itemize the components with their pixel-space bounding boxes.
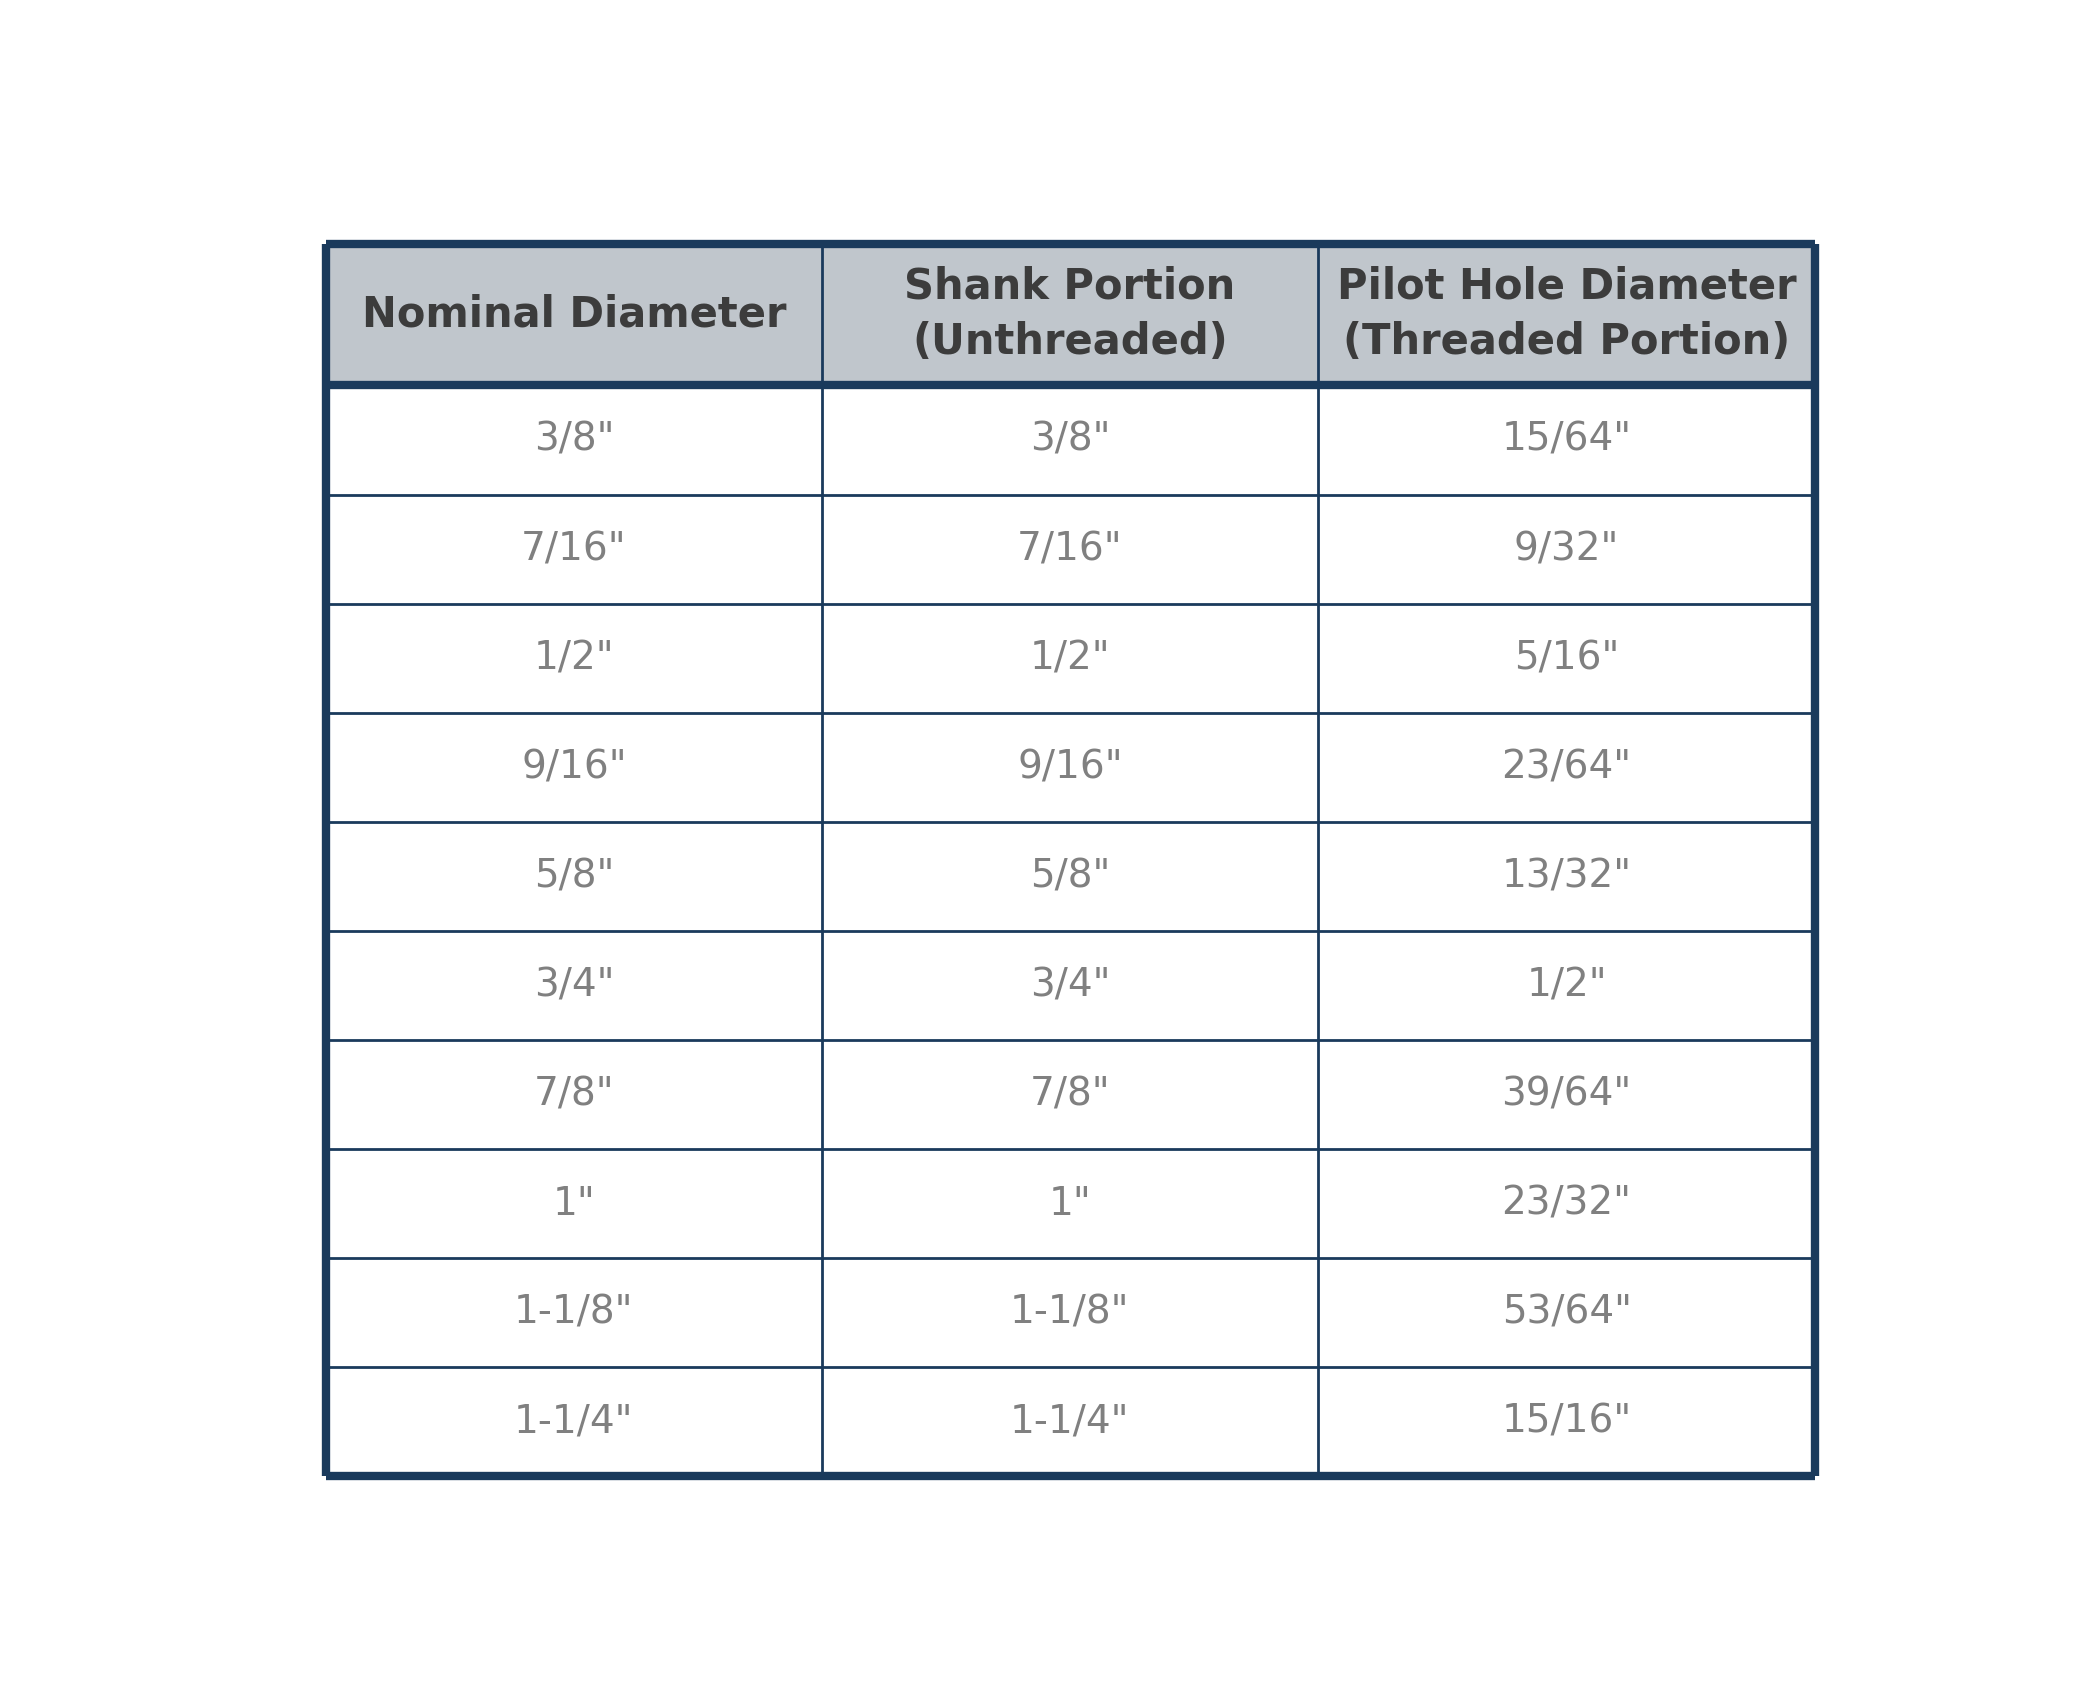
Bar xyxy=(1318,1150,1815,1259)
Text: 23/32": 23/32" xyxy=(1502,1185,1632,1223)
Bar xyxy=(1318,1041,1815,1150)
Bar xyxy=(1318,385,1815,494)
Text: 1": 1" xyxy=(551,1185,595,1223)
Bar xyxy=(1318,1368,1815,1477)
Text: 3/4": 3/4" xyxy=(533,966,614,1005)
Bar xyxy=(326,244,821,385)
Bar xyxy=(326,1259,821,1368)
Bar xyxy=(326,714,821,823)
Text: 53/64": 53/64" xyxy=(1502,1294,1632,1332)
Bar xyxy=(821,823,1318,932)
Bar xyxy=(821,1259,1318,1368)
Bar xyxy=(326,932,821,1041)
Text: 5/8": 5/8" xyxy=(1030,857,1109,896)
Text: 7/16": 7/16" xyxy=(520,530,627,569)
Bar xyxy=(821,1368,1318,1477)
Text: 5/8": 5/8" xyxy=(533,857,614,896)
Bar xyxy=(326,494,821,603)
Text: 3/4": 3/4" xyxy=(1030,966,1109,1005)
Bar xyxy=(821,932,1318,1041)
Text: 1-1/8": 1-1/8" xyxy=(1011,1294,1130,1332)
Bar xyxy=(1318,714,1815,823)
Text: Pilot Hole Diameter
(Threaded Portion): Pilot Hole Diameter (Threaded Portion) xyxy=(1337,266,1797,363)
Text: 1/2": 1/2" xyxy=(1030,639,1109,678)
Bar xyxy=(1318,494,1815,603)
Bar xyxy=(1318,603,1815,714)
Text: 7/16": 7/16" xyxy=(1017,530,1122,569)
Bar xyxy=(326,385,821,494)
Bar xyxy=(326,1150,821,1259)
Text: 1-1/8": 1-1/8" xyxy=(514,1294,633,1332)
Bar xyxy=(1318,823,1815,932)
Bar xyxy=(326,1368,821,1477)
Text: 13/32": 13/32" xyxy=(1502,857,1632,896)
Text: 3/8": 3/8" xyxy=(533,421,614,460)
Text: 7/8": 7/8" xyxy=(1030,1076,1109,1114)
Bar xyxy=(821,494,1318,603)
Text: 1/2": 1/2" xyxy=(533,639,614,678)
Text: 39/64": 39/64" xyxy=(1502,1076,1632,1114)
Bar xyxy=(326,603,821,714)
Text: 23/64": 23/64" xyxy=(1502,748,1632,787)
Bar xyxy=(326,1041,821,1150)
Text: 1": 1" xyxy=(1049,1185,1090,1223)
Text: 5/16": 5/16" xyxy=(1515,639,1619,678)
Bar xyxy=(821,603,1318,714)
Bar xyxy=(326,823,821,932)
Bar xyxy=(821,1041,1318,1150)
Text: 7/8": 7/8" xyxy=(533,1076,614,1114)
Bar xyxy=(821,385,1318,494)
Text: Nominal Diameter: Nominal Diameter xyxy=(361,293,785,335)
Text: 9/32": 9/32" xyxy=(1515,530,1619,569)
Text: 9/16": 9/16" xyxy=(520,748,627,787)
Text: 15/64": 15/64" xyxy=(1502,421,1632,460)
Bar xyxy=(821,714,1318,823)
Bar xyxy=(821,244,1318,385)
Text: 9/16": 9/16" xyxy=(1017,748,1122,787)
Text: 1/2": 1/2" xyxy=(1527,966,1606,1005)
Text: 3/8": 3/8" xyxy=(1030,421,1109,460)
Bar xyxy=(1318,932,1815,1041)
Bar xyxy=(821,1150,1318,1259)
Text: Shank Portion
(Unthreaded): Shank Portion (Unthreaded) xyxy=(905,266,1235,363)
Bar xyxy=(1318,1259,1815,1368)
Text: 15/16": 15/16" xyxy=(1502,1403,1632,1441)
Text: 1-1/4": 1-1/4" xyxy=(1011,1403,1130,1441)
Bar xyxy=(1318,244,1815,385)
Text: 1-1/4": 1-1/4" xyxy=(514,1403,633,1441)
